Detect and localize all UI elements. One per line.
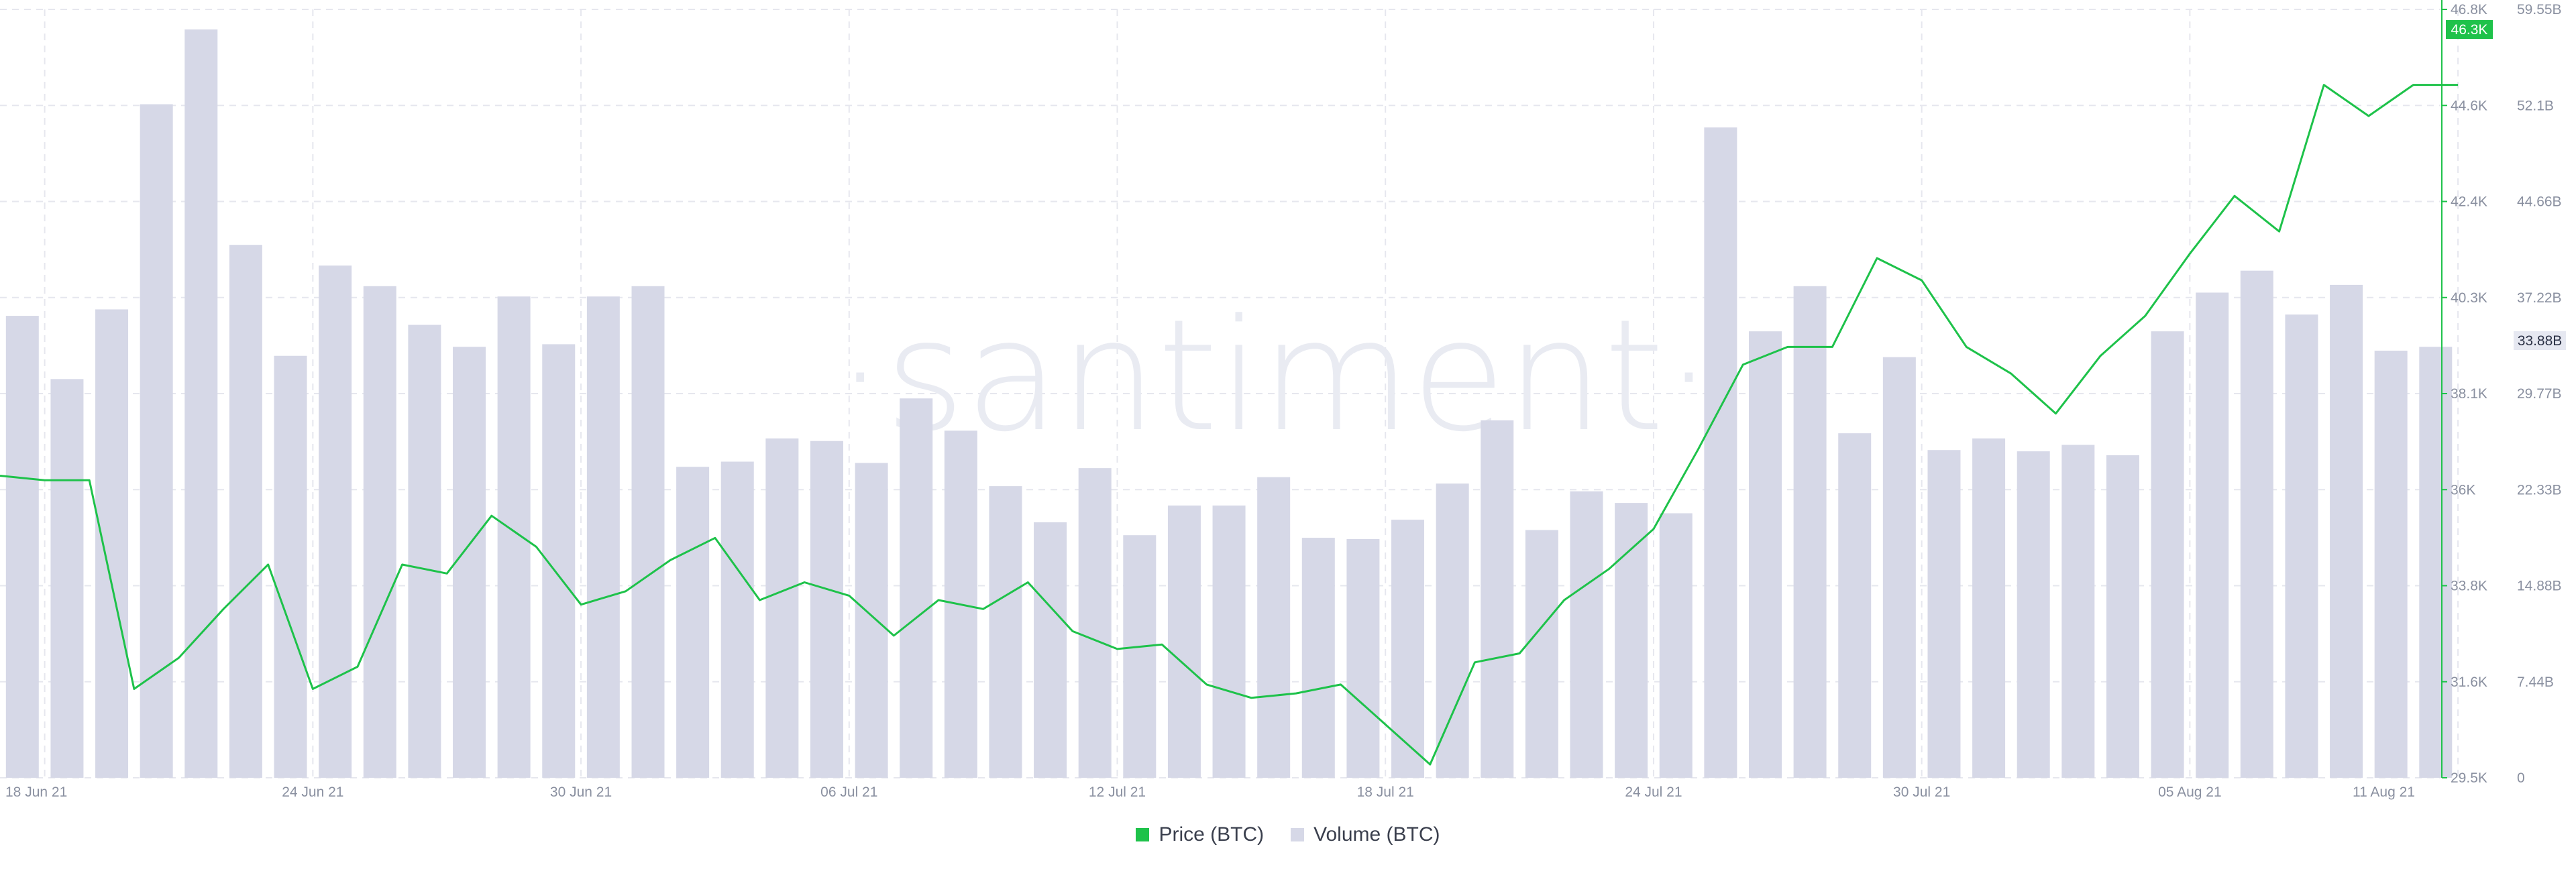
volume-bar (1615, 503, 1648, 778)
volume-axis-tick-label: 37.22B (2517, 290, 2562, 306)
volume-bar (1391, 520, 1425, 778)
volume-bar (631, 286, 665, 778)
price-axis-tick-label: 40.3K (2451, 290, 2487, 306)
volume-bar (1659, 513, 1693, 778)
volume-bar (184, 29, 218, 778)
volume-bar (274, 355, 307, 778)
volume-bar (453, 347, 486, 778)
volume-bar (586, 296, 620, 778)
volume-bar (810, 441, 843, 778)
price-axis-tick-label: 44.6K (2451, 98, 2487, 113)
volume-axis-tick-label: 59.55B (2517, 2, 2562, 17)
x-tick-label: 05 Aug 21 (2158, 784, 2222, 800)
watermark-text: ·santiment· (836, 287, 1713, 466)
volume-bar (1838, 433, 1872, 778)
volume-bar (408, 325, 441, 778)
legend-item-volume[interactable]: Volume (BTC) (1291, 823, 1440, 846)
price-line (0, 84, 2459, 766)
volume-axis-tick-label: 29.77B (2517, 386, 2562, 402)
volume-bar (989, 486, 1022, 778)
volume-bar (95, 309, 129, 778)
volume-bar (2285, 314, 2318, 778)
volume-bar (2196, 292, 2229, 778)
volume-bar (1525, 530, 1558, 778)
volume-bar (1972, 438, 2006, 778)
legend-label-price: Price (BTC) (1159, 823, 1265, 845)
legend-label-volume: Volume (BTC) (1313, 823, 1440, 845)
volume-bar (1927, 450, 1961, 778)
legend-swatch-price (1136, 828, 1150, 841)
volume-bar (319, 266, 352, 778)
volume-bar (1123, 535, 1157, 778)
price-last-value-badge (2446, 20, 2493, 39)
volume-bar (1436, 483, 1469, 778)
volume-last-value-badge (2514, 331, 2566, 351)
volume-bar (2419, 347, 2453, 778)
volume-bar (1167, 505, 1201, 778)
volume-bar (676, 467, 710, 778)
volume-bar (1078, 468, 1112, 778)
price-axis-tick-label: 46.8K (2451, 2, 2487, 17)
volume-bar (720, 461, 754, 778)
volume-bar (497, 296, 531, 778)
volume-bar (5, 316, 39, 778)
volume-bar (363, 286, 396, 778)
volume-bar (2061, 445, 2095, 778)
volume-bar (765, 438, 799, 778)
legend: Price (BTC) Volume (BTC) (0, 823, 2576, 846)
x-tick-label: 24 Jun 21 (282, 784, 343, 800)
volume-bar (1346, 538, 1380, 778)
volume-axis-tick-label: 52.1B (2517, 98, 2554, 113)
x-tick-label: 18 Jun 21 (5, 784, 67, 800)
price-axis-tick-label: 42.4K (2451, 194, 2487, 210)
price-axis-tick-label: 33.8K (2451, 579, 2487, 594)
x-tick-label: 06 Jul 21 (820, 784, 877, 800)
x-tick-label: 11 Aug 21 (2353, 784, 2415, 800)
x-tick-label: 12 Jul 21 (1089, 784, 1146, 800)
volume-bar (1212, 505, 1246, 778)
volume-bar (1748, 331, 1782, 778)
volume-axis-tick-label: 44.66B (2517, 194, 2562, 210)
volume-axis-tick-label: 7.44B (2517, 675, 2554, 690)
volume-bar (1481, 420, 1514, 778)
volume-bar (2017, 451, 2050, 778)
volume-bar (2240, 270, 2273, 778)
price-last-value-text: 46.3K (2451, 22, 2488, 38)
volume-bar (1793, 286, 1827, 778)
x-tick-label: 30 Jun 21 (550, 784, 612, 800)
x-tick-label: 24 Jul 21 (1625, 784, 1682, 800)
price-axis-tick-label: 31.6K (2451, 675, 2487, 690)
volume-axis-tick-label: 0 (2517, 770, 2525, 786)
volume-bar (900, 398, 933, 778)
volume-bar (2374, 351, 2408, 778)
volume-bar (140, 104, 173, 778)
volume-bar (1882, 357, 1916, 778)
legend-swatch-volume (1291, 828, 1305, 841)
price-axis-tick-label: 36K (2451, 482, 2475, 498)
x-tick-label: 30 Jul 21 (1893, 784, 1950, 800)
volume-bar (2106, 455, 2139, 778)
volume-bar (1704, 127, 1737, 778)
volume-bar (229, 245, 262, 778)
volume-bar (855, 463, 888, 778)
volume-bar (50, 379, 84, 778)
volume-bar (1257, 477, 1291, 778)
volume-bar (2151, 331, 2184, 778)
volume-bar (2330, 284, 2363, 778)
x-tick-label: 18 Jul 21 (1357, 784, 1414, 800)
price-axis-tick-label: 38.1K (2451, 386, 2487, 402)
volume-bar (1034, 522, 1067, 778)
volume-axis-tick-label: 22.33B (2517, 482, 2562, 498)
legend-item-price[interactable]: Price (BTC) (1136, 823, 1264, 846)
volume-bar (1570, 491, 1603, 778)
volume-last-value-text: 33.88B (2518, 333, 2563, 349)
volume-bar (1301, 538, 1335, 778)
volume-axis-tick-label: 14.88B (2517, 579, 2562, 594)
price-axis-tick-label: 29.5K (2451, 770, 2487, 786)
